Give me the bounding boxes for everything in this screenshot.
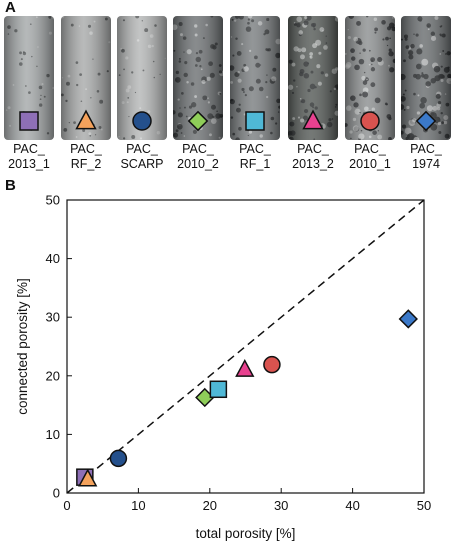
panel-b-label: B — [5, 177, 16, 194]
x-tick-label: 50 — [417, 498, 431, 513]
y-axis-title: connected porosity [%] — [15, 278, 30, 415]
data-point — [235, 358, 255, 377]
sample-marker-square-icon — [19, 111, 39, 131]
y-tick-label: 10 — [46, 427, 60, 442]
sample-label: PAC_ 1974 — [410, 142, 442, 171]
sample-marker-circle-icon — [132, 111, 152, 131]
y-tick-label: 40 — [46, 251, 60, 266]
sample-marker-diamond-icon — [415, 110, 437, 132]
data-point — [398, 309, 418, 329]
sample-label: PAC_ 2013_2 — [292, 142, 334, 171]
data-point — [263, 355, 281, 374]
porosity-scatter-chart: 0 10 20 30 40 50 0 10 20 30 40 50 total porosity [%]… — [15, 193, 431, 542]
panel-a-label: A — [5, 0, 16, 16]
x-tick-label: 0 — [63, 498, 70, 513]
x-tick-label: 20 — [203, 498, 217, 513]
x-tick-label: 10 — [131, 498, 145, 513]
sample-label: PAC_ RF_2 — [70, 142, 102, 171]
data-point — [78, 468, 98, 487]
x-tick-label: 40 — [345, 498, 359, 513]
sample-marker-triangle-icon — [302, 109, 324, 130]
sample-marker-triangle-icon — [75, 109, 97, 130]
x-tick-label: 30 — [274, 498, 288, 513]
sample-label: PAC_ RF_1 — [239, 142, 271, 171]
sample-label: PAC_ 2010_1 — [349, 142, 391, 171]
sample-marker-square-icon — [245, 111, 265, 131]
x-axis-title: total porosity [%] — [196, 526, 296, 541]
core-photo — [230, 16, 280, 140]
data-point — [109, 449, 128, 468]
sample-label: PAC_ SCARP — [120, 142, 164, 171]
sample-marker-diamond-icon — [187, 110, 209, 132]
y-tick-label: 30 — [46, 310, 60, 325]
sample-marker-circle-icon — [360, 111, 380, 131]
data-point — [209, 380, 228, 399]
sample-label: PAC_ 2010_2 — [177, 142, 219, 171]
sample-label: PAC_ 2013_1 — [8, 142, 50, 171]
plot-frame — [66, 199, 425, 494]
y-tick-label: 0 — [53, 486, 60, 501]
y-tick-label: 50 — [46, 193, 60, 208]
one-to-one-dashed-line — [66, 199, 425, 494]
y-tick-label: 20 — [46, 368, 60, 383]
sample-photo-row: PAC_ 2013_1 PAC_ RF_2 PAC_ SCARP PAC_ 2010_… — [0, 14, 454, 184]
